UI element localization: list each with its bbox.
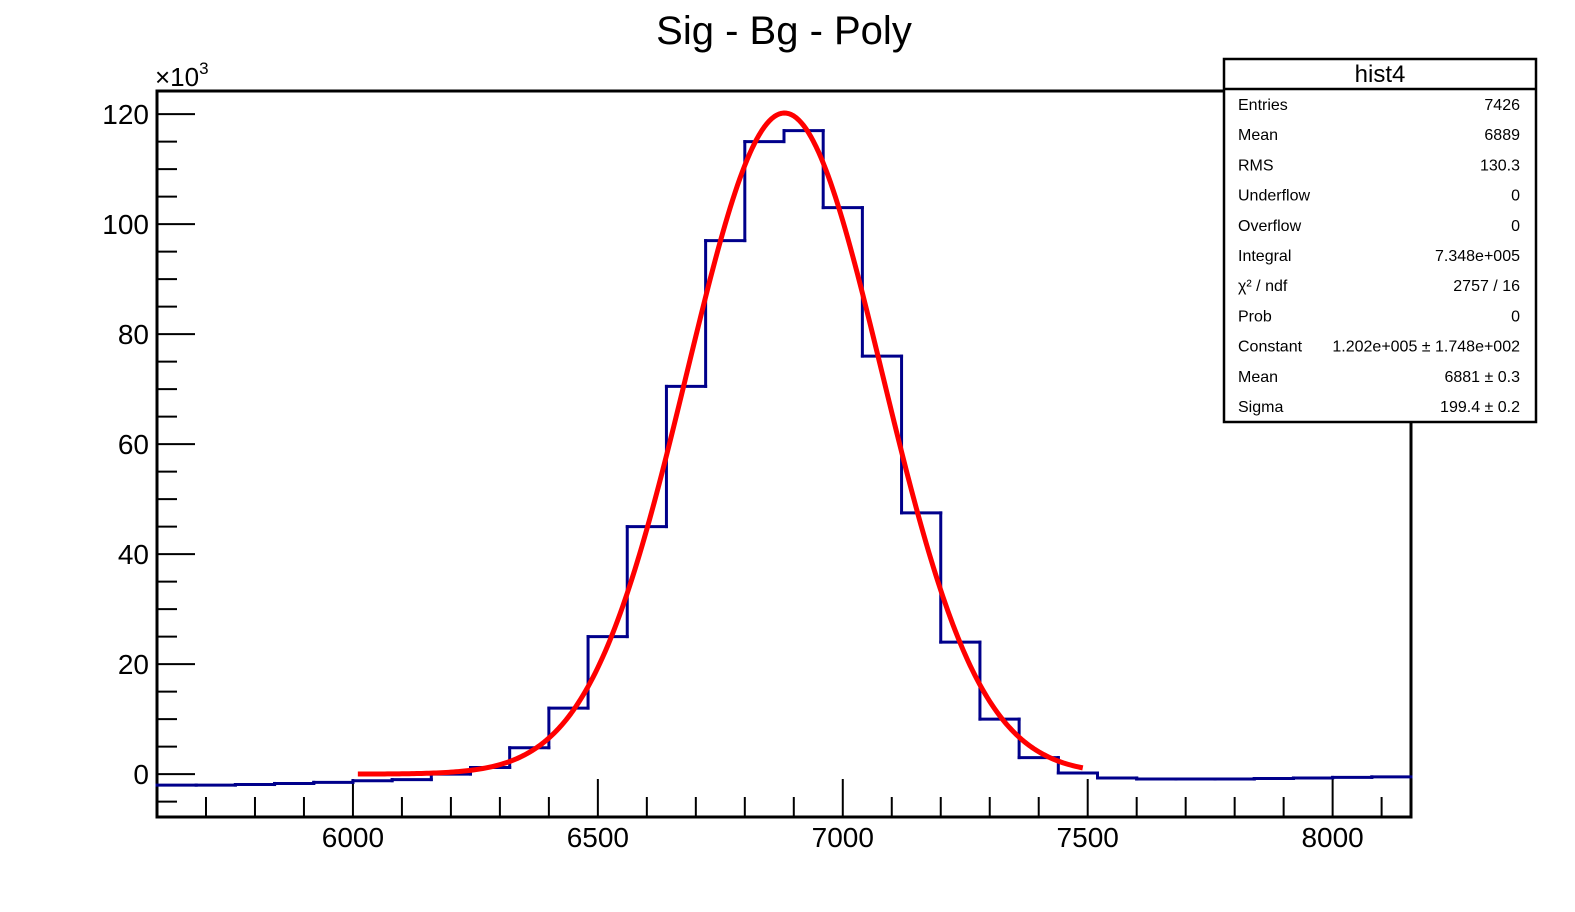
y-tick-label: 20 <box>118 649 149 680</box>
x-axis: 6000 6500 7000 7500 8000 <box>156 779 1383 853</box>
histogram-series <box>155 129 1413 787</box>
stats-row-label: χ² / ndf <box>1238 278 1288 295</box>
stats-row-value: 0 <box>1511 308 1520 325</box>
stats-row-label: Mean <box>1238 127 1278 144</box>
stats-row-value: 0 <box>1511 188 1520 205</box>
y-tick-label: 60 <box>118 429 149 460</box>
x-tick-label: 8000 <box>1301 822 1363 853</box>
stats-row-value: 199.4 ± 0.2 <box>1440 399 1520 416</box>
stats-row-value: 2757 / 16 <box>1453 278 1520 295</box>
stats-row-label: Underflow <box>1238 188 1310 205</box>
y-multiplier-base: ×10 <box>155 62 199 92</box>
stats-row-label: Integral <box>1238 248 1291 265</box>
stats-row-value: 6881 ± 0.3 <box>1444 369 1520 386</box>
stats-row-label: Sigma <box>1238 399 1283 416</box>
y-tick-label: 120 <box>102 99 149 130</box>
fit-curve <box>357 110 1084 777</box>
x-tick-label: 7000 <box>812 822 874 853</box>
x-tick-label: 6500 <box>567 822 629 853</box>
y-tick-label: 40 <box>118 539 149 570</box>
y-tick-label: 100 <box>102 209 149 240</box>
stats-box: hist4 Entries 7426 Mean 6889 RMS 130.3 Underfl… <box>1222 57 1538 424</box>
y-multiplier-label: ×103 <box>155 59 209 92</box>
stats-row-value: 7426 <box>1484 97 1520 114</box>
stats-box-title: hist4 <box>1355 61 1406 88</box>
x-tick-label: 7500 <box>1057 822 1119 853</box>
stats-row-value: 6889 <box>1484 127 1520 144</box>
stats-row-label: RMS <box>1238 157 1274 174</box>
plot-frame <box>155 89 1413 819</box>
stats-row-value: 1.202e+005 ± 1.748e+002 <box>1332 339 1520 356</box>
fit-series <box>357 110 1084 777</box>
stats-row-label: Constant <box>1238 339 1303 356</box>
stats-box-frame <box>1222 57 1538 424</box>
stats-row-value: 130.3 <box>1480 157 1520 174</box>
chart-title: Sig - Bg - Poly <box>656 9 912 53</box>
stats-rows: Entries 7426 Mean 6889 RMS 130.3 Underflow 0 Ove… <box>1238 97 1520 416</box>
y-tick-label: 80 <box>118 319 149 350</box>
stats-row-value: 7.348e+005 <box>1435 248 1520 265</box>
y-tick-label: 0 <box>133 759 149 790</box>
stats-row-label: Mean <box>1238 369 1278 386</box>
stats-row-label: Overflow <box>1238 218 1302 235</box>
stats-row-label: Prob <box>1238 308 1272 325</box>
y-axis: 0 20 40 60 80 100 120 <box>102 99 195 803</box>
y-multiplier-exponent: 3 <box>199 59 208 78</box>
x-tick-label: 6000 <box>322 822 384 853</box>
stats-row-label: Entries <box>1238 97 1288 114</box>
stats-row-value: 0 <box>1511 218 1520 235</box>
